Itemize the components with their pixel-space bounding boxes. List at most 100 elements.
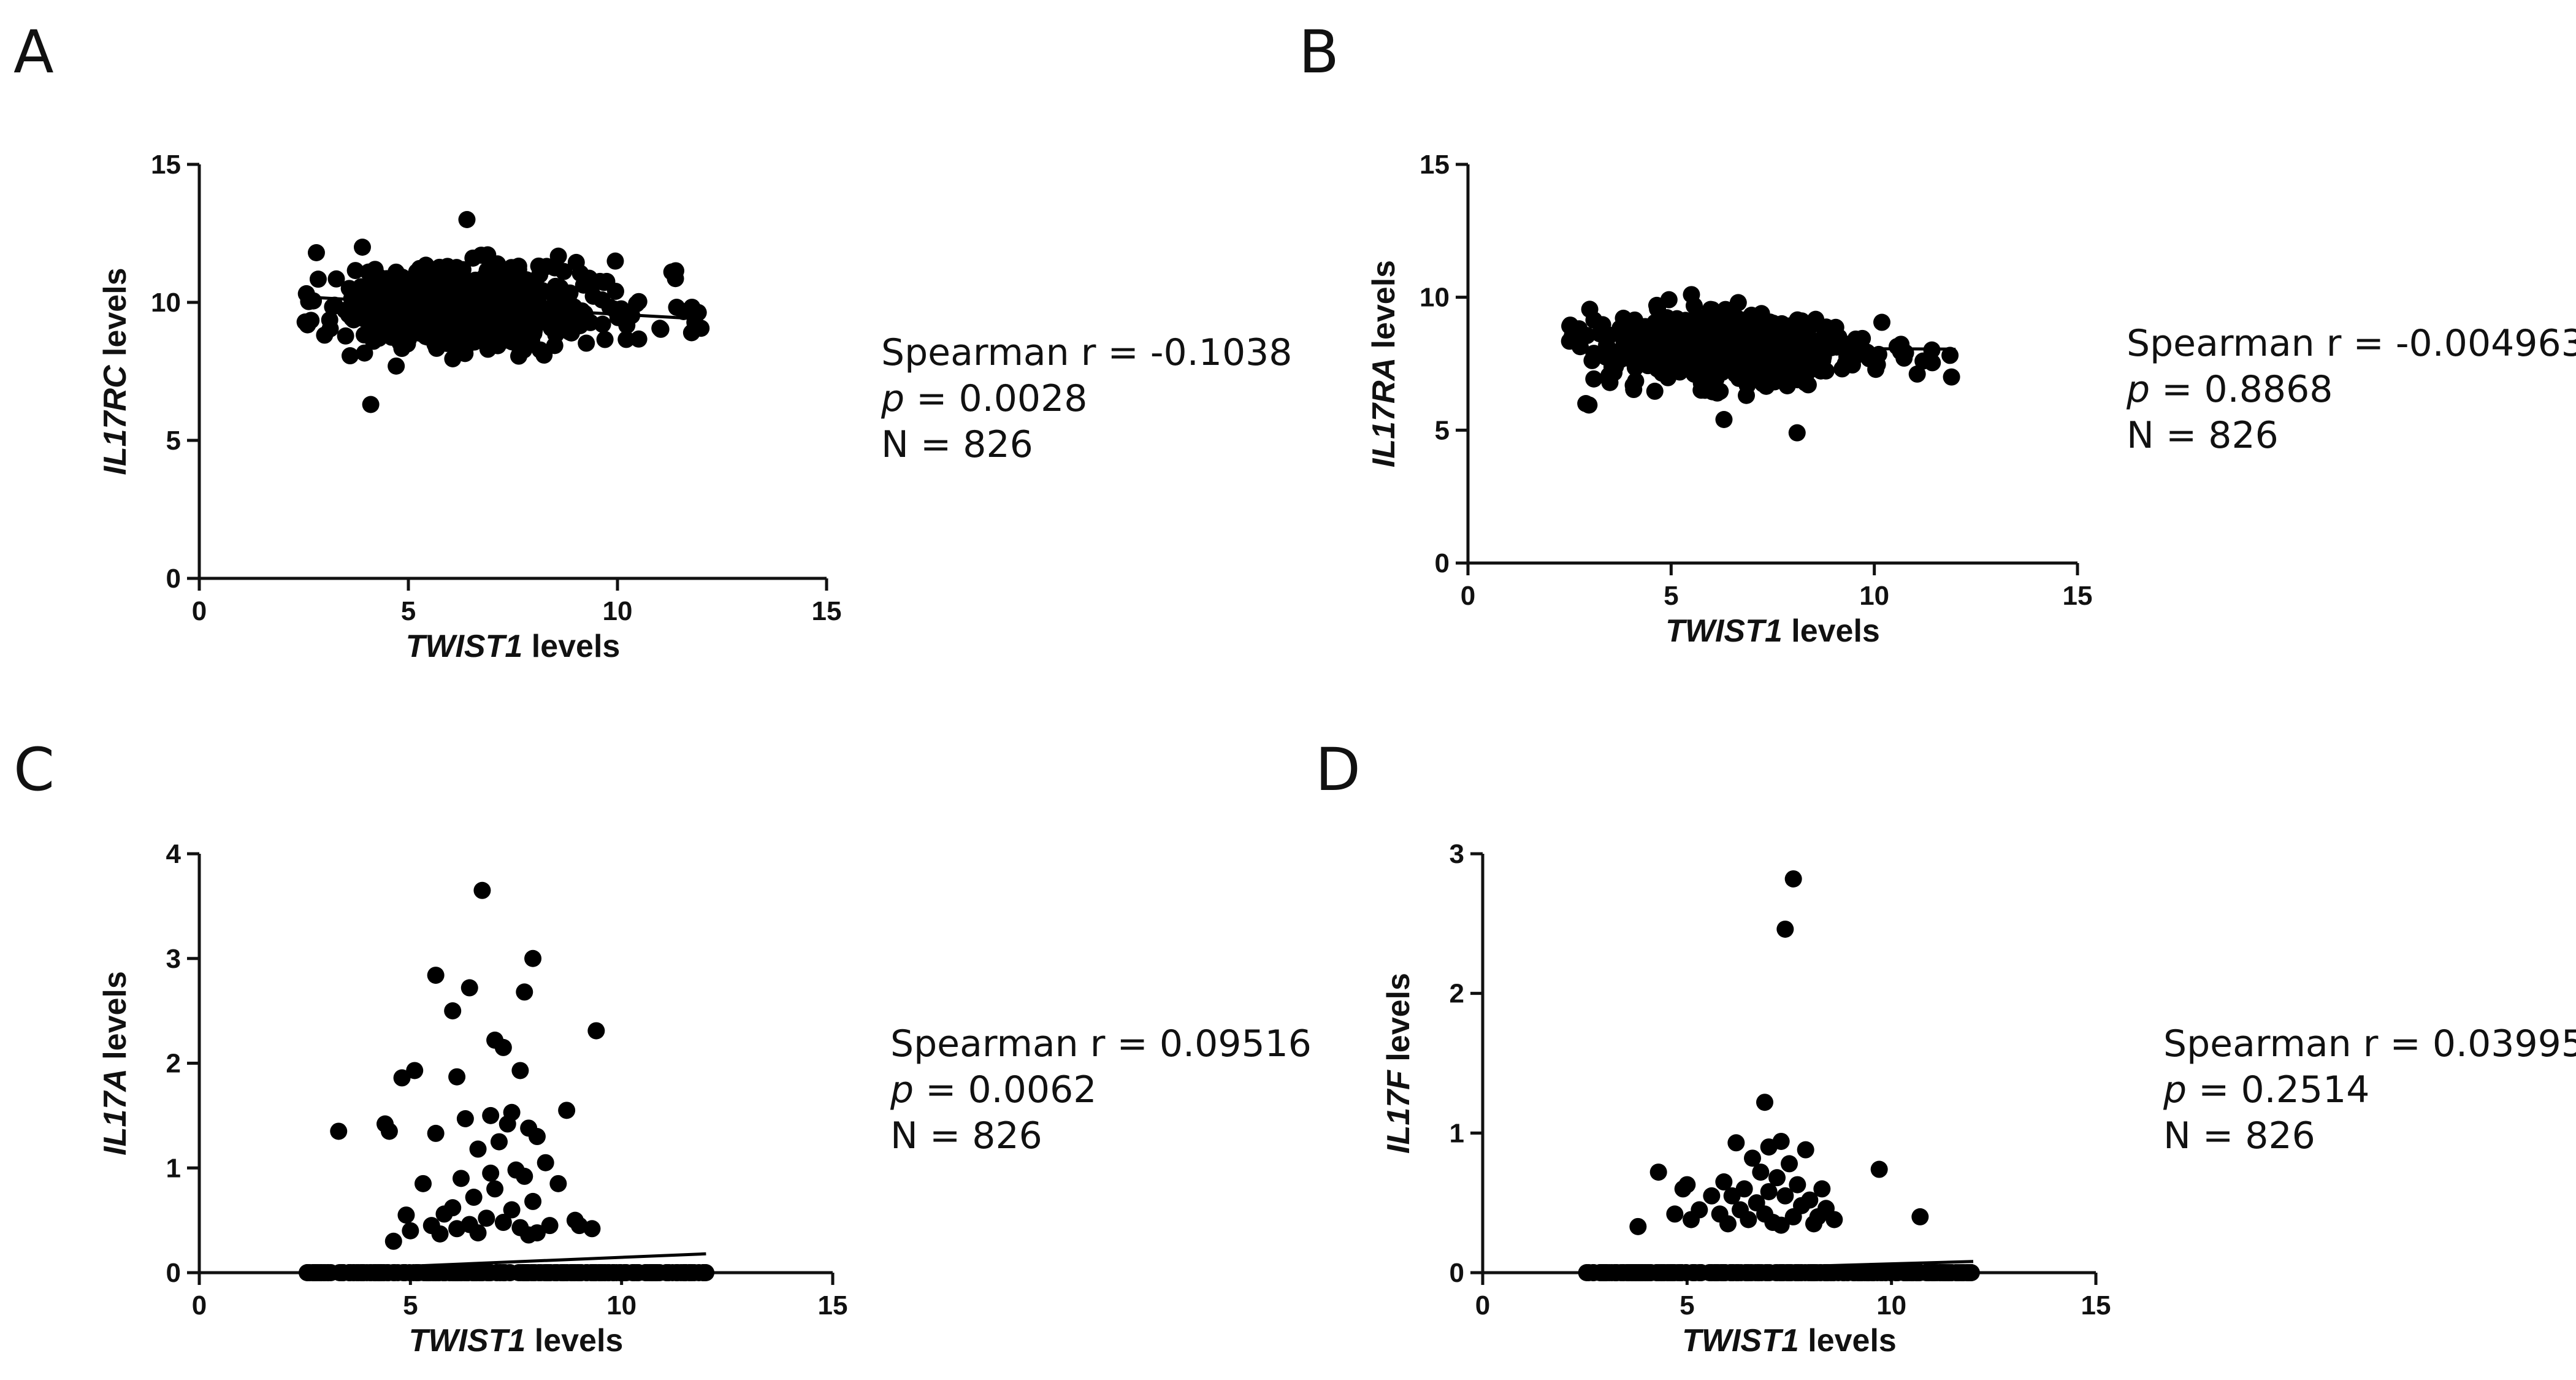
y-axis-label-suffix-b: levels [1366,260,1402,358]
point-c-204 [642,1264,660,1281]
point-b-737 [1873,313,1891,331]
y-tick-label-a-2: 10 [151,288,181,318]
y-tick-label-c-2: 2 [166,1049,181,1079]
p-value-b: p = 0.8868 [2126,368,2333,411]
panel-letter-c: C [13,735,55,804]
regression-line-a [304,295,701,321]
point-c-314 [469,1224,487,1242]
point-a-481 [511,326,529,344]
point-a-748 [630,330,648,348]
point-c-269 [406,1062,424,1079]
p-value-c: p = 0.0062 [890,1068,1096,1111]
spearman-r-c: Spearman r = 0.09516 [890,1022,1312,1065]
point-b-745 [1760,320,1778,337]
point-b-402 [1583,351,1601,369]
point-b-709 [1868,356,1886,374]
x-tick-label-a-0: 0 [192,596,207,626]
point-c-293 [486,1180,504,1198]
point-d-193 [1871,1264,1889,1281]
x-axis-label-d: TWIST1 levels [1682,1323,1897,1359]
point-a-749 [458,283,476,301]
point-a-620 [546,337,564,355]
point-b-254 [1729,294,1747,312]
n-count-c: N = 826 [890,1114,1042,1157]
point-a-757 [530,257,548,275]
y-tick-label-a-3: 15 [151,150,181,180]
point-b-577 [1649,300,1667,318]
point-b-765 [1914,352,1932,370]
y-tick-label-d-1: 1 [1450,1118,1464,1148]
point-d-264 [1649,1163,1667,1181]
point-c-230 [532,1264,550,1281]
point-d-237 [1836,1264,1854,1281]
x-tick-label-d-3: 15 [2081,1290,2111,1321]
x-tick-label-c-0: 0 [192,1290,207,1321]
points-c [299,881,715,1281]
point-b-735 [1603,358,1621,376]
point-c-300 [478,1209,495,1227]
p-value-d: p = 0.2514 [2163,1068,2369,1111]
p-symbol-a: p [881,377,904,420]
point-b-679 [1660,291,1678,309]
x-tick-label-d-0: 0 [1475,1290,1490,1321]
point-a-247 [346,262,364,280]
point-b-506 [1738,386,1756,404]
point-b-741 [1752,359,1770,377]
point-c-219 [501,1264,519,1281]
point-b-761 [1715,411,1733,428]
panel-letter-b: B [1299,18,1339,86]
point-b-697 [1708,315,1726,332]
point-c-288 [482,1164,500,1182]
x-tick-label-c-2: 10 [606,1290,636,1321]
y-axis-label-a: IL17RC levels [97,267,133,475]
point-c-315 [520,1226,538,1244]
point-a-583 [425,329,443,347]
x-axis-label-gene-a: TWIST1 [406,629,523,664]
x-axis-label-a: TWIST1 levels [406,629,621,664]
point-d-298 [1805,1215,1822,1233]
point-d-262 [1756,1094,1773,1111]
point-a-157 [337,327,354,345]
spearman-r-a: Spearman r = -0.1038 [881,331,1292,374]
point-a-751 [608,303,625,321]
point-a-756 [391,277,408,295]
point-b-626 [1585,311,1603,329]
p-value-a: p = 0.0028 [881,377,1087,420]
point-c-310 [583,1220,601,1238]
x-tick-label-b-3: 15 [2063,581,2093,611]
y-axis-label-c: IL17A levels [97,971,133,1156]
point-b-734 [1716,349,1734,367]
point-c-264 [516,983,533,1001]
y-axis-label-gene-a: IL17RC [97,364,133,475]
point-b-736 [1646,313,1664,331]
y-axis-label-gene-c: IL17A [97,1068,133,1156]
x-axis-label-gene-b: TWIST1 [1665,613,1783,649]
point-a-691 [416,313,434,331]
point-d-251 [1903,1264,1921,1281]
point-d-272 [1744,1149,1761,1167]
point-a-221 [356,344,373,362]
x-tick-label-d-1: 5 [1680,1290,1694,1321]
point-b-749 [1585,370,1603,388]
point-c-240 [482,1264,500,1281]
point-a-684 [531,341,549,359]
point-b-727 [1908,365,1926,383]
point-c-275 [482,1106,500,1124]
point-a-686 [511,344,529,362]
points-b [1561,286,1960,442]
x-tick-label-d-2: 10 [1876,1290,1906,1321]
y-axis-label-b: IL17RA levels [1366,260,1402,467]
point-d-257 [1714,1264,1732,1281]
y-tick-label-c-0: 0 [166,1258,181,1288]
point-b-724 [1692,375,1710,393]
point-a-765 [307,244,325,261]
point-c-302 [494,1214,512,1232]
n-count-a: N = 826 [881,423,1033,466]
point-b-759 [1941,347,1959,364]
point-a-539 [546,259,564,277]
panel-letter-a: A [13,18,54,86]
point-c-305 [541,1217,559,1235]
point-c-286 [537,1154,554,1171]
x-axis-label-suffix-a: levels [522,629,620,664]
